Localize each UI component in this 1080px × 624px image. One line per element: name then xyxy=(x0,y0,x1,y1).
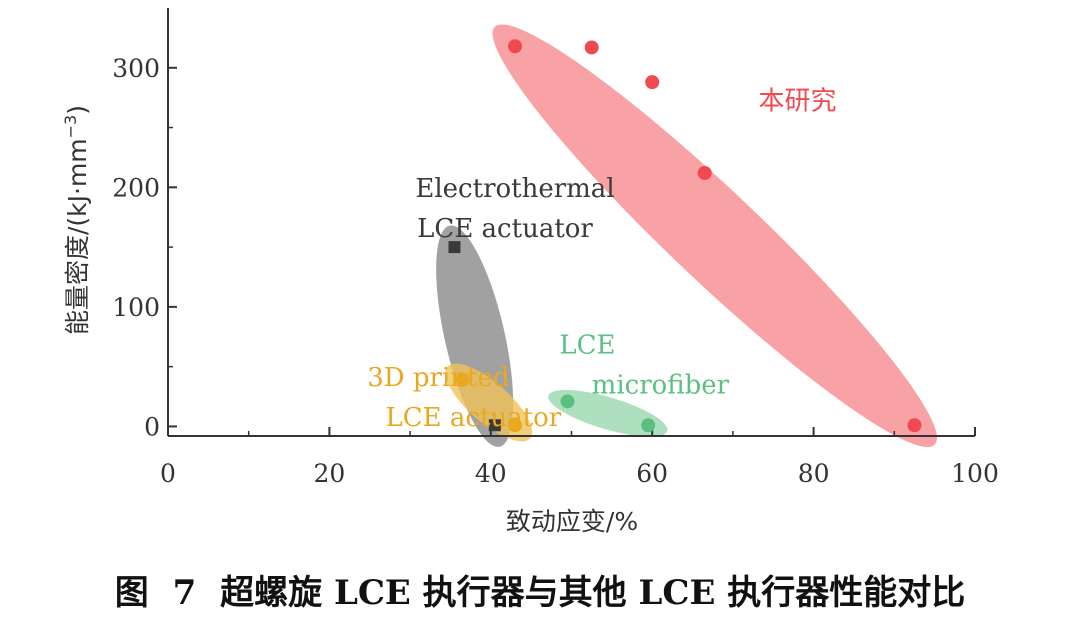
x-tick-label: 80 xyxy=(798,459,830,488)
data-point xyxy=(560,394,575,409)
x-axis-label: 致动应变/% xyxy=(506,507,638,536)
caption-fig-label: 图 xyxy=(114,573,149,613)
data-point xyxy=(448,241,461,254)
data-point xyxy=(641,418,656,433)
data-point xyxy=(584,40,599,55)
x-tick-label: 20 xyxy=(313,459,345,488)
series-label: LCE actuator xyxy=(417,214,593,244)
series-label: LCE xyxy=(559,331,615,361)
axes: 0 20 40 60 80 100 0 100 200 300 xyxy=(112,8,999,488)
y-tick-label: 200 xyxy=(112,173,160,202)
series-label: LCE actuator xyxy=(385,403,561,433)
y-tick-label: 0 xyxy=(144,412,160,441)
x-tick-label: 60 xyxy=(636,459,668,488)
cluster-ellipse xyxy=(492,24,937,448)
data-points xyxy=(448,39,922,433)
y-tick-label: 300 xyxy=(112,54,160,83)
y-axis-label-close: ) xyxy=(63,105,92,115)
data-point xyxy=(645,75,660,90)
chart: 0 20 40 60 80 100 0 100 200 300 本研究 Electrothermal… xyxy=(61,8,999,536)
caption-text: 超螺旋 LCE 执行器与其他 LCE 执行器性能对比 xyxy=(220,573,966,613)
data-point xyxy=(697,165,712,180)
cluster-ellipse xyxy=(548,389,668,437)
y-axis-label: 能量密度/(kJ·mm−3) xyxy=(61,105,92,335)
data-point xyxy=(508,39,523,54)
series-label: Electrothermal xyxy=(415,174,614,204)
data-point xyxy=(455,372,470,387)
series-label: 本研究 xyxy=(758,87,836,117)
x-tick-label: 100 xyxy=(951,459,999,488)
series-label: 3D printed xyxy=(367,363,509,393)
data-point xyxy=(488,419,501,432)
y-tick-label: 100 xyxy=(112,293,160,322)
figure-caption: 图 7 超螺旋 LCE 执行器与其他 LCE 执行器性能对比 xyxy=(0,565,1080,614)
series-label: microfiber xyxy=(592,371,730,401)
x-tick-label: 40 xyxy=(475,459,507,488)
y-axis-label-main: 能量密度/(kJ·mm xyxy=(63,138,92,335)
series-annotations: 本研究 Electrothermal LCE actuator 3D printed L… xyxy=(367,87,836,433)
data-point xyxy=(907,418,922,433)
y-axis-label-sup: −3 xyxy=(61,115,80,139)
caption-fig-number: 7 xyxy=(172,573,197,613)
x-tick-label: 0 xyxy=(160,459,176,488)
data-point xyxy=(508,418,523,433)
